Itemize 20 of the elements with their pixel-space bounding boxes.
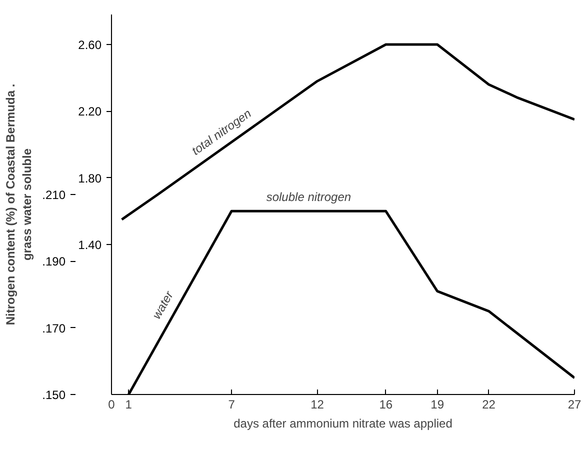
y-tick-label: .150 [42, 388, 66, 402]
text: water soluble nitrogen [149, 190, 352, 322]
y2-tick-label: 2.60 [78, 38, 102, 52]
y2-tick-label: 1.80 [78, 171, 102, 186]
y-tick-label: .170 [42, 321, 66, 336]
x-tick-label: 7 [228, 398, 236, 412]
x-tick-label: 12 [310, 398, 324, 412]
x-axis-title: days after ammonium nitrate was applied [234, 416, 452, 430]
line-series [120, 43, 574, 221]
x-tick-label: 0 [108, 398, 116, 412]
x-tick-label: 19 [430, 398, 444, 412]
y-tick-label: .190 [42, 254, 66, 269]
y2-tick-label: 1.40 [78, 238, 102, 252]
x-tick-label: 27 [568, 398, 582, 412]
x-tick-label: 1 [125, 398, 132, 412]
x-tick-label: 22 [482, 398, 496, 412]
y-axis-title: Nitrogen content (%) of Coastal Bermuda . grass water soluble [3, 84, 34, 326]
x-tick-label: 16 [379, 398, 393, 412]
y-tick-label: .210 [42, 188, 66, 202]
y2-tick-label: 2.20 [78, 104, 102, 119]
